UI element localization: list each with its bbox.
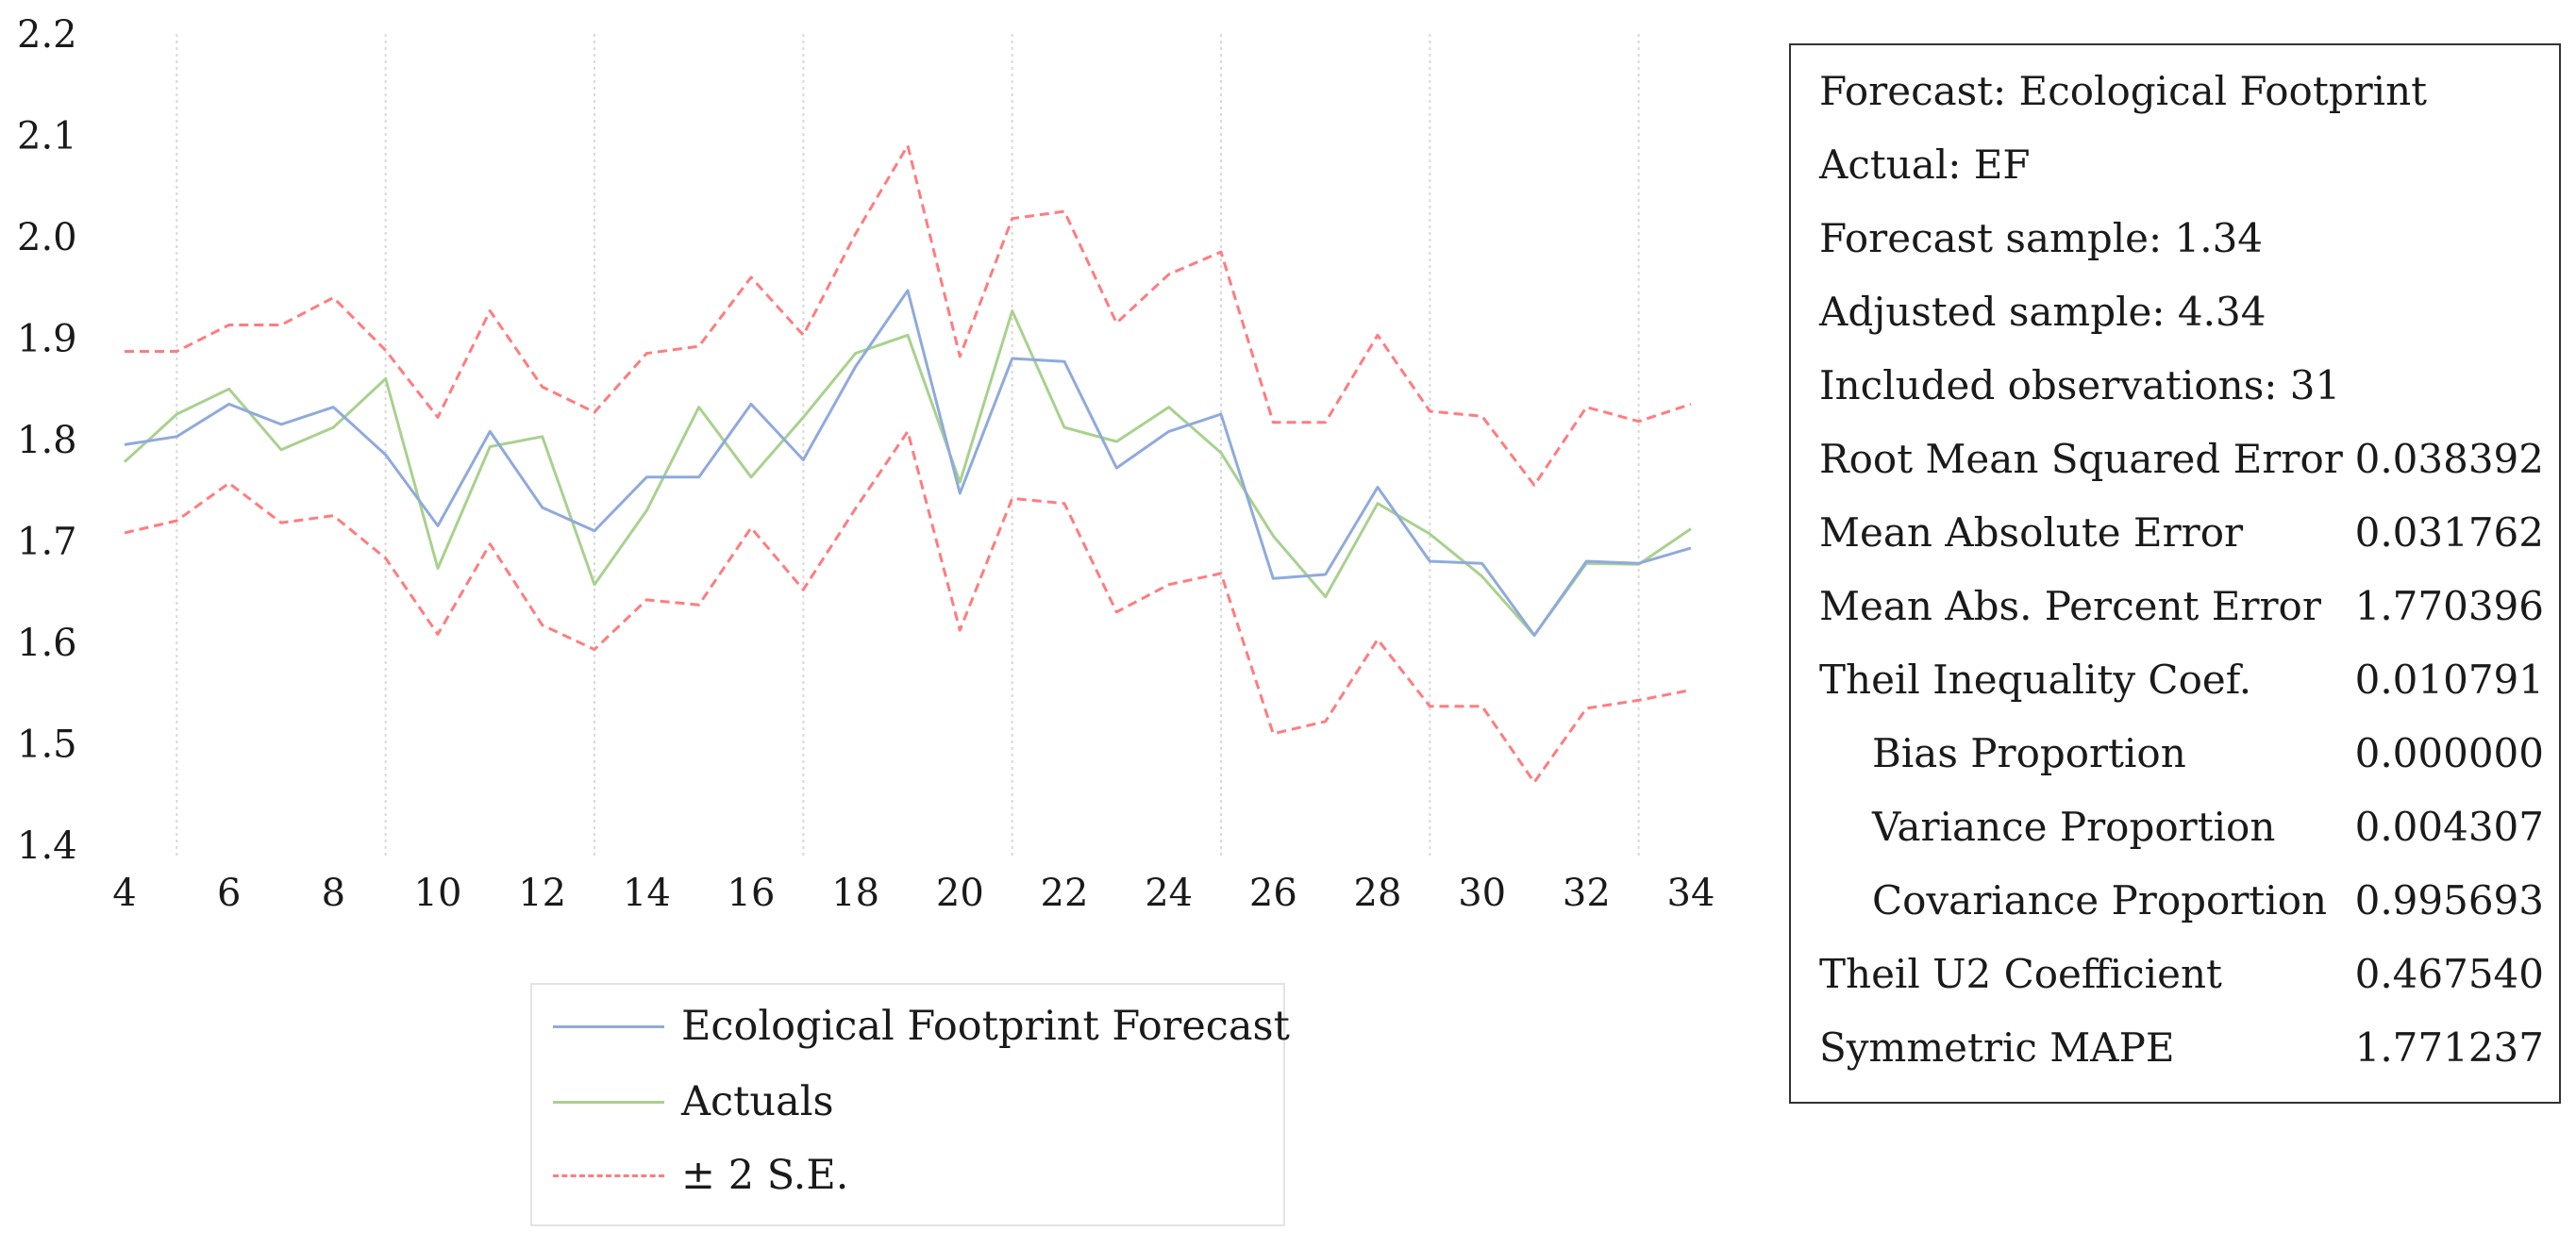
- stat-metric-row: Bias Proportion 0.000000: [1819, 724, 2544, 781]
- stat-actual: Actual: EF: [1819, 136, 2544, 192]
- x-axis-ticks: 4 6 8 10 12 14 16 18 20 22 24 26 28 30 32 34: [112, 872, 1715, 915]
- legend-item-actuals: Actuals: [553, 1073, 834, 1130]
- stat-metric-value: 0.000000: [2354, 729, 2544, 776]
- x-tick-label: 22: [1041, 872, 1089, 915]
- x-tick-label: 10: [414, 872, 462, 915]
- forecast-chart: 1.4 1.5 1.6 1.7 1.8 1.9 2.0 2.1 2.2 4 6 8 10 12 14 16 1…: [17, 13, 1715, 915]
- x-tick-label: 24: [1145, 872, 1193, 915]
- gridlines: [176, 34, 1640, 857]
- y-tick-label: 1.8: [17, 419, 77, 462]
- x-tick-label: 16: [728, 872, 776, 915]
- series-line-actuals: [123, 309, 1692, 637]
- x-tick-label: 18: [831, 872, 879, 915]
- x-tick-label: 26: [1249, 872, 1297, 915]
- stat-metric-value: 0.467540: [2354, 950, 2544, 997]
- y-tick-label: 2.1: [17, 115, 77, 158]
- x-tick-label: 8: [322, 872, 345, 915]
- stat-metric-label: Root Mean Squared Error: [1819, 435, 2343, 482]
- x-tick-label: 4: [112, 872, 136, 915]
- stat-forecast-label: Forecast: Ecological Footprint: [1819, 67, 2428, 114]
- series-lines: [123, 143, 1692, 784]
- stat-metric-label: Symmetric MAPE: [1819, 1023, 2175, 1071]
- stat-metric-label: Covariance Proportion: [1872, 876, 2328, 924]
- x-tick-label: 34: [1667, 872, 1715, 915]
- legend-label-actuals: Actuals: [681, 1078, 834, 1125]
- stat-metric-row: Mean Abs. Percent Error 1.770396: [1819, 577, 2544, 634]
- y-tick-label: 2.2: [17, 13, 77, 57]
- stat-metric-row: Variance Proportion 0.004307: [1819, 798, 2544, 855]
- stat-forecast: Forecast: Ecological Footprint: [1819, 62, 2544, 119]
- stat-metric-label: Variance Proportion: [1872, 803, 2276, 850]
- legend-label-se-band: ± 2 S.E.: [681, 1152, 849, 1199]
- y-tick-label: 1.9: [17, 318, 77, 361]
- legend-item-se-band: ± 2 S.E.: [553, 1147, 848, 1204]
- legend-swatch-actuals: [553, 1100, 664, 1104]
- stat-metric-value: 1.771237: [2354, 1023, 2544, 1071]
- stat-metric-row: Covariance Proportion 0.995693: [1819, 872, 2544, 928]
- stat-metric-label: Mean Absolute Error: [1819, 508, 2244, 556]
- legend-label-forecast: Ecological Footprint Forecast: [681, 1003, 1290, 1050]
- x-tick-label: 28: [1354, 872, 1402, 915]
- stat-metric-value: 0.031762: [2354, 508, 2544, 556]
- y-tick-label: 2.0: [17, 216, 77, 259]
- stat-adjusted-sample: Adjusted sample: 4.34: [1819, 283, 2544, 340]
- stat-metric-row: Theil Inequality Coef. 0.010791: [1819, 651, 2544, 707]
- stat-metric-label: Mean Abs. Percent Error: [1819, 582, 2321, 629]
- stat-metric-row: Theil U2 Coefficient 0.467540: [1819, 945, 2544, 1002]
- stat-metric-row: Root Mean Squared Error 0.038392: [1819, 430, 2544, 487]
- series-line-ecological-footprint-forecast: [124, 289, 1692, 637]
- y-tick-label: 1.7: [17, 521, 77, 564]
- x-tick-label: 30: [1458, 872, 1506, 915]
- legend: Ecological Footprint Forecast Actuals ± …: [530, 983, 1290, 1226]
- stat-metric-row: Symmetric MAPE 1.771237: [1819, 1019, 2544, 1075]
- stat-metric-value: 0.038392: [2354, 435, 2544, 482]
- series-line-2-s-e: [125, 143, 1692, 487]
- x-tick-label: 12: [518, 872, 566, 915]
- series-line-2-s-e: [124, 429, 1692, 784]
- stat-metric-label: Theil Inequality Coef.: [1819, 656, 2252, 703]
- stat-included-observations: Included observations: 31: [1819, 357, 2544, 413]
- y-tick-label: 1.5: [17, 724, 77, 767]
- x-tick-label: 32: [1563, 872, 1611, 915]
- stat-actual-label: Actual: EF: [1819, 141, 2031, 188]
- forecast-stats-panel: Forecast: Ecological Footprint Actual: E…: [1789, 43, 2561, 1104]
- legend-item-forecast: Ecological Footprint Forecast: [553, 998, 1290, 1055]
- stat-metric-value: 1.770396: [2354, 582, 2544, 629]
- stat-metric-label: Theil U2 Coefficient: [1819, 950, 2222, 997]
- y-axis-ticks: 1.4 1.5 1.6 1.7 1.8 1.9 2.0 2.1 2.2: [17, 13, 77, 868]
- stat-adjusted-sample-label: Adjusted sample: 4.34: [1819, 288, 2267, 335]
- stat-metric-value: 0.004307: [2354, 803, 2544, 850]
- legend-swatch-se-band: [553, 1173, 664, 1177]
- y-tick-label: 1.4: [17, 824, 77, 868]
- stat-metric-label: Bias Proportion: [1872, 729, 2186, 776]
- x-tick-label: 14: [623, 872, 671, 915]
- x-tick-label: 6: [217, 872, 241, 915]
- y-tick-label: 1.6: [17, 622, 77, 665]
- stat-forecast-sample-label: Forecast sample: 1.34: [1819, 214, 2264, 261]
- legend-swatch-forecast: [553, 1024, 664, 1028]
- stat-forecast-sample: Forecast sample: 1.34: [1819, 209, 2544, 266]
- stat-metric-row: Mean Absolute Error 0.031762: [1819, 504, 2544, 560]
- x-tick-label: 20: [936, 872, 984, 915]
- stat-metric-value: 0.995693: [2354, 876, 2544, 924]
- stat-metric-value: 0.010791: [2354, 656, 2544, 703]
- stat-included-observations-label: Included observations: 31: [1819, 361, 2341, 408]
